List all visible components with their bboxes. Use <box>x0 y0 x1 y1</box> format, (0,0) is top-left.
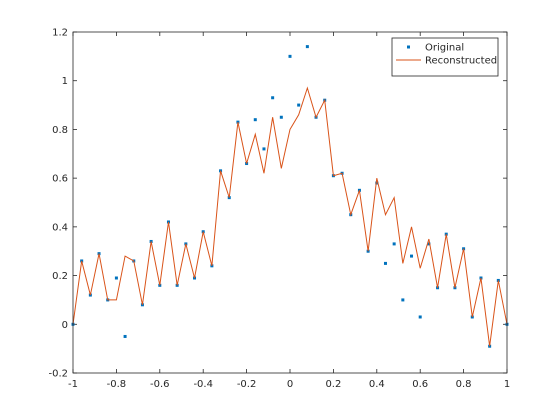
data-point <box>262 147 266 151</box>
y-tick-label: 0.6 <box>52 174 68 185</box>
legend-label: Original <box>425 43 464 54</box>
data-point <box>418 315 422 319</box>
axes-box <box>72 31 508 374</box>
x-tick-label: -1 <box>68 379 78 390</box>
x-tick-label: -0.8 <box>107 379 127 390</box>
y-tick-label: 0 <box>62 320 68 331</box>
x-tick-label: 0.4 <box>369 379 385 390</box>
data-point <box>253 118 257 122</box>
legend-box <box>391 37 499 77</box>
x-tick-label: -0.4 <box>193 379 213 390</box>
data-point <box>410 254 414 258</box>
x-tick-label: 1 <box>504 379 510 390</box>
data-point <box>123 334 127 338</box>
data-point <box>401 298 405 302</box>
data-point <box>305 45 309 49</box>
x-tick-label: 0 <box>287 379 293 390</box>
y-tick-label: 0.2 <box>52 271 68 282</box>
data-point <box>271 96 275 100</box>
data-point <box>375 181 379 185</box>
data-point <box>288 54 292 58</box>
data-point <box>279 115 283 119</box>
y-tick-label: -0.2 <box>48 369 68 380</box>
y-tick-label: 0.8 <box>52 125 68 136</box>
x-tick-label: -0.2 <box>237 379 257 390</box>
data-point <box>392 242 396 246</box>
data-point <box>383 261 387 265</box>
legend-label: Reconstructed <box>425 56 497 67</box>
x-tick-label: 0.6 <box>412 379 428 390</box>
x-tick-label: -0.6 <box>150 379 170 390</box>
data-line <box>72 86 508 347</box>
legend-swatch <box>407 45 410 49</box>
data-point <box>427 242 431 246</box>
data-point <box>297 103 301 107</box>
plot-area <box>73 32 507 373</box>
legend: Original Reconstructed <box>391 37 499 77</box>
y-tick-label: 1 <box>62 76 68 87</box>
x-tick-label: 0.8 <box>456 379 472 390</box>
x-tick-label: 0.2 <box>325 379 341 390</box>
y-tick-label: 1.2 <box>52 28 68 39</box>
data-point <box>114 276 118 280</box>
y-tick-label: 0.4 <box>52 222 68 233</box>
